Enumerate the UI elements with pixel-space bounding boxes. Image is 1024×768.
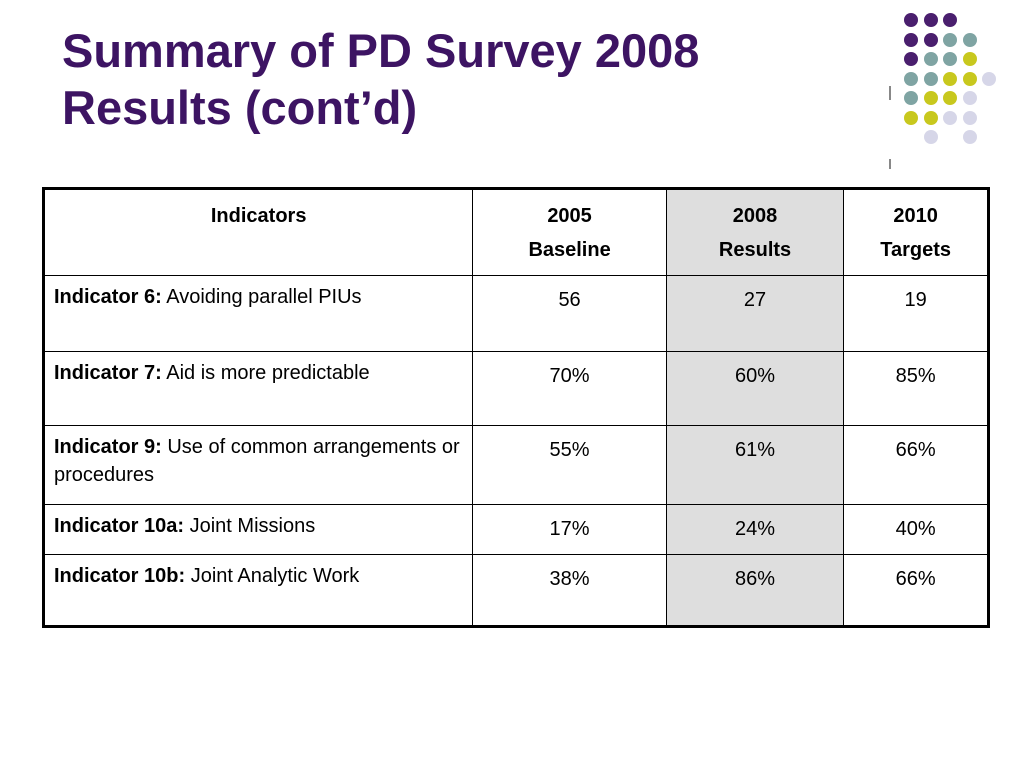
indicator-number: Indicator 9: — [54, 436, 162, 458]
targets-2010-cell: 40% — [843, 504, 989, 555]
decorative-dot — [924, 72, 938, 86]
baseline-2005-cell: 38% — [472, 554, 667, 627]
dot-grid-decoration — [904, 13, 1024, 163]
indicator-description: Joint Missions — [184, 515, 316, 537]
indicator-number: Indicator 6: — [54, 286, 162, 308]
decorative-dot — [963, 33, 977, 47]
slide-title-line1: Summary of PD Survey 2008 — [62, 24, 700, 77]
targets-2010-cell: 85% — [843, 351, 989, 426]
results-2008-cell: 60% — [665, 351, 845, 426]
decorative-dot — [924, 91, 938, 105]
decorative-dot — [904, 91, 918, 105]
decorative-dot — [924, 130, 938, 144]
indicators-table: Indicators 2005 Baseline 2008 Results 20… — [42, 187, 990, 628]
decorative-dot — [904, 13, 918, 27]
decorative-dot — [943, 111, 957, 125]
decorative-dot — [904, 52, 918, 66]
table-header-row: Indicators 2005 Baseline 2008 Results 20… — [42, 188, 989, 276]
decorative-dot — [963, 91, 977, 105]
indicator-label: Indicator 10a: Joint Missions — [42, 504, 474, 555]
decorative-dot — [943, 52, 957, 66]
indicator-description: Aid is more predictable — [161, 362, 370, 384]
results-2008-cell: 61% — [665, 425, 845, 505]
decorative-dot — [943, 13, 957, 27]
header-2008-results: 2008 Results — [665, 188, 845, 276]
baseline-2005-cell: 56 — [472, 275, 667, 352]
indicator-number: Indicator 10b: — [54, 565, 186, 587]
header-2010-targets: 2010 Targets — [843, 188, 989, 276]
header-indicators: Indicators — [42, 188, 474, 276]
indicator-number: Indicator 10a: — [54, 515, 185, 537]
table-row: Indicator 10b: Joint Analytic Work 38% 8… — [42, 554, 989, 627]
indicator-description: Use of common arrangements or procedures — [54, 436, 460, 486]
targets-2010-cell: 66% — [843, 425, 989, 505]
decorative-dot — [943, 91, 957, 105]
decorative-dot — [943, 33, 957, 47]
slide-title-line2: Results (cont’d) — [62, 81, 418, 134]
decorative-dot — [963, 111, 977, 125]
targets-2010-cell: 66% — [843, 554, 989, 627]
targets-2010-cell: 19 — [843, 275, 989, 352]
table-row: Indicator 6: Avoiding parallel PIUs 56 2… — [42, 275, 989, 352]
indicator-label: Indicator 7: Aid is more predictable — [42, 351, 474, 426]
decorative-dot — [904, 72, 918, 86]
indicator-label: Indicator 9: Use of common arrangements … — [42, 425, 474, 505]
divider-mark — [889, 86, 891, 100]
decorative-dot — [924, 52, 938, 66]
results-2008-cell: 24% — [665, 504, 845, 555]
baseline-2005-cell: 55% — [472, 425, 667, 505]
table-row: Indicator 7: Aid is more predictable 70%… — [42, 351, 989, 426]
indicator-description: Avoiding parallel PIUs — [161, 286, 362, 308]
decorative-dot — [943, 72, 957, 86]
indicator-label: Indicator 10b: Joint Analytic Work — [42, 554, 474, 627]
decorative-dot — [924, 33, 938, 47]
decorative-dot — [963, 130, 977, 144]
table-row: Indicator 10a: Joint Missions 17% 24% 40… — [42, 504, 989, 555]
decorative-dot — [963, 52, 977, 66]
slide-title: Summary of PD Survey 2008 Results (cont’… — [62, 22, 862, 136]
indicator-label: Indicator 6: Avoiding parallel PIUs — [42, 275, 474, 352]
results-2008-cell: 27 — [665, 275, 845, 352]
baseline-2005-cell: 70% — [472, 351, 667, 426]
indicator-number: Indicator 7: — [54, 362, 162, 384]
decorative-dot — [963, 72, 977, 86]
results-2008-cell: 86% — [665, 554, 845, 627]
decorative-dot — [904, 111, 918, 125]
table-row: Indicator 9: Use of common arrangements … — [42, 425, 989, 505]
header-2005-baseline: 2005 Baseline — [472, 188, 667, 276]
decorative-dot — [924, 13, 938, 27]
divider-mark — [889, 159, 891, 169]
indicator-description: Joint Analytic Work — [185, 565, 360, 587]
decorative-dot — [924, 111, 938, 125]
decorative-dot — [982, 72, 996, 86]
decorative-dot — [904, 33, 918, 47]
baseline-2005-cell: 17% — [472, 504, 667, 555]
